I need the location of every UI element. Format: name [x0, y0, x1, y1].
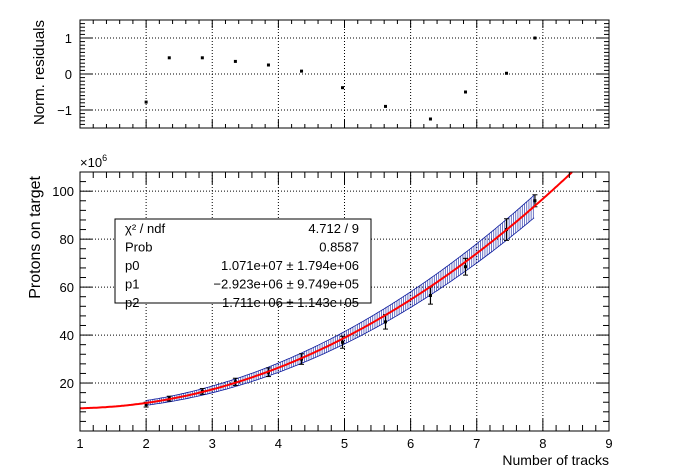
stats-row-p1-value: −2.923e+06 ± 9.749e+05 — [213, 277, 359, 292]
data-point — [144, 403, 148, 407]
confidence-band-upper — [146, 194, 535, 401]
residual-point — [300, 69, 304, 73]
fit-ytick-label: 20 — [60, 376, 74, 391]
fit-curve — [80, 171, 573, 410]
stats-row-p0-label: p0 — [125, 258, 139, 273]
residual-point — [200, 56, 204, 60]
fit-xtick-label: 5 — [341, 436, 348, 451]
data-point — [428, 294, 432, 298]
stats-row-p2-label: p2 — [125, 295, 139, 310]
residuals-points — [144, 36, 537, 121]
fit-x-axis-title: Number of tracks — [502, 452, 609, 468]
fit-ytick-label: 60 — [60, 280, 74, 295]
confidence-band-lower — [146, 217, 535, 406]
stats-row-chi2-label: χ² / ndf — [125, 221, 165, 236]
fit-stats-frame — [114, 218, 372, 304]
residuals-ytick-label: 0 — [65, 67, 72, 82]
residuals-ytick-label: −1 — [57, 103, 72, 118]
residuals-panel: −1 0 1 Norm. residuals — [31, 19, 610, 129]
stats-row-p1-label: p1 — [125, 277, 139, 292]
residual-point — [505, 71, 509, 75]
fit-ticks: 1 2 3 4 5 6 7 8 9 20 40 60 80 100 — [52, 171, 613, 451]
fit-stats-box: χ² / ndf 4.712 / 9 Prob 0.8587 p0 1.071e… — [114, 218, 372, 310]
fit-y-axis-title: Protons on target — [27, 175, 44, 298]
y-axis-multiplier-base: ×10 — [80, 155, 102, 170]
residual-point — [167, 56, 171, 60]
residuals-ytick-label: 1 — [65, 31, 72, 46]
residual-point — [533, 36, 537, 40]
data-point — [533, 199, 537, 203]
residuals-frame — [79, 19, 610, 129]
y-axis-multiplier: ×106 — [80, 153, 107, 170]
residual-point — [464, 90, 468, 94]
residual-point — [383, 104, 387, 108]
y-axis-multiplier-exponent: 6 — [102, 153, 107, 163]
residuals-ticks: −1 0 1 — [57, 19, 610, 129]
stats-row-prob-label: Prob — [125, 240, 152, 255]
residual-point — [233, 59, 237, 63]
fit-xtick-label: 7 — [473, 436, 480, 451]
stats-row-prob-value: 0.8587 — [319, 240, 359, 255]
fit-xtick-label: 4 — [275, 436, 282, 451]
stats-row-p0-value: 1.071e+07 ± 1.794e+06 — [221, 258, 359, 273]
stats-row-p2-value: 1.711e+06 ± 1.143e+05 — [222, 295, 359, 310]
fit-frame — [79, 171, 610, 432]
residual-point — [341, 86, 345, 90]
residual-point — [266, 63, 270, 67]
fit-ytick-label: 80 — [60, 232, 74, 247]
data-point — [341, 340, 345, 344]
fit-xtick-label: 2 — [143, 436, 150, 451]
residual-point — [144, 100, 148, 104]
fit-ytick-label: 40 — [60, 328, 74, 343]
residual-point — [428, 117, 432, 121]
stats-row-chi2-value: 4.712 / 9 — [308, 221, 359, 236]
fit-xtick-label: 6 — [407, 436, 414, 451]
data-point — [464, 265, 468, 269]
fit-xtick-label: 3 — [209, 436, 216, 451]
data-point — [383, 320, 387, 324]
fit-ytick-label: 100 — [52, 184, 74, 199]
fit-xtick-label: 9 — [605, 436, 612, 451]
residuals-y-axis-title: Norm. residuals — [31, 20, 48, 125]
residuals-grid — [80, 20, 609, 128]
fit-xtick-label: 1 — [76, 436, 83, 451]
fit-xtick-label: 8 — [539, 436, 546, 451]
fit-panel: 1 2 3 4 5 6 7 8 9 20 40 60 80 100 Protons on target N… — [27, 153, 613, 468]
